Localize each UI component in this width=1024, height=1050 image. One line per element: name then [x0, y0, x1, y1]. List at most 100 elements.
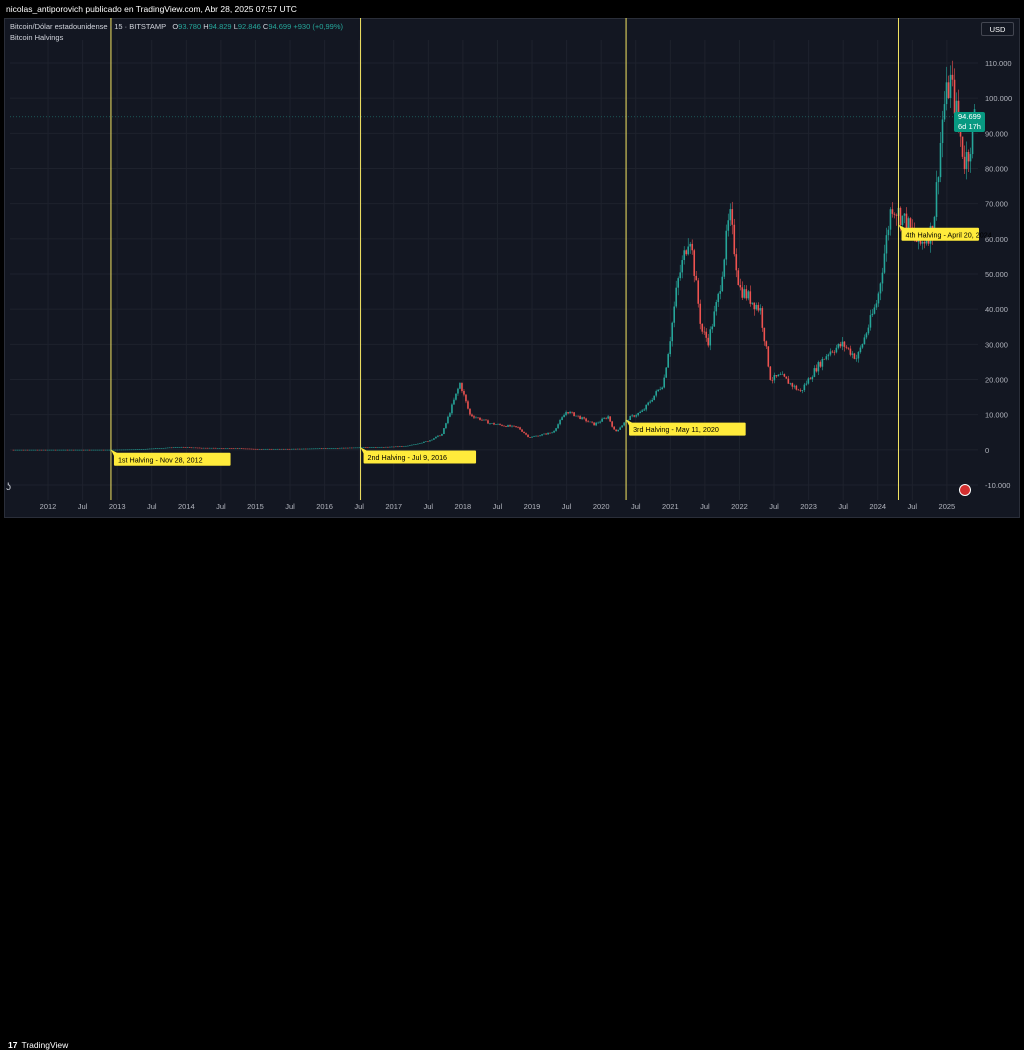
candle-body: [657, 389, 659, 392]
candle-body: [457, 388, 459, 394]
candle-body: [527, 434, 529, 438]
candle-body: [68, 449, 71, 451]
candle-body: [140, 449, 143, 450]
candle-body: [521, 429, 523, 432]
candle-body: [308, 448, 311, 450]
candle-body: [713, 311, 716, 327]
candle-body: [489, 423, 491, 424]
x-tick-label: 2019: [524, 502, 541, 511]
candle-body: [593, 422, 595, 426]
candle-body: [579, 416, 581, 419]
candle-body: [317, 448, 319, 450]
candle-body: [529, 437, 531, 438]
candle-body: [507, 425, 509, 427]
y-tick-label: 0: [985, 446, 989, 455]
candle-body: [673, 306, 676, 323]
candle-body: [397, 446, 399, 448]
candle-body: [833, 352, 836, 353]
chart-frame[interactable]: [4, 18, 1020, 518]
candle-body: [693, 250, 696, 276]
candle-body: [755, 304, 758, 310]
candle-body: [88, 449, 91, 451]
candle-body: [353, 447, 355, 449]
candle-body: [611, 421, 613, 427]
candle-body: [240, 448, 243, 449]
candle-body: [941, 119, 944, 143]
candle-body: [222, 448, 225, 449]
candle-body: [759, 308, 762, 311]
candle-body: [949, 74, 952, 99]
candle-body: [679, 272, 682, 279]
candle-body: [885, 235, 888, 254]
candle-body: [563, 414, 565, 418]
candle-body: [531, 436, 533, 438]
candle-body: [503, 425, 505, 427]
low-label: L: [233, 22, 238, 31]
candle-body: [429, 440, 431, 442]
candle-body: [773, 375, 776, 381]
candle-body: [943, 104, 946, 120]
indicator-legend[interactable]: Bitcoin Halvings: [10, 33, 64, 42]
candle-body: [12, 449, 15, 451]
candle-body: [252, 448, 255, 450]
halving-label: 3rd Halving - May 11, 2020: [626, 419, 746, 436]
candle-body: [743, 289, 746, 298]
candle-body: [42, 449, 45, 451]
candle-body: [405, 445, 407, 447]
candle-body: [184, 447, 187, 448]
candle-body: [483, 419, 485, 421]
candle-body: [22, 449, 25, 451]
candle-body: [371, 447, 373, 448]
candle-body: [471, 414, 473, 417]
candle-body: [399, 446, 401, 447]
y-tick-label: 100.000: [985, 94, 1012, 103]
candle-body: [286, 448, 289, 450]
candle-body: [655, 391, 657, 396]
candle-body: [573, 412, 575, 417]
y-tick-label: 110.000: [985, 59, 1012, 68]
candle-body: [30, 449, 33, 451]
candle-body: [445, 423, 447, 429]
candle-body: [76, 449, 79, 451]
candle-body: [825, 356, 828, 360]
candle-body: [945, 82, 948, 105]
x-tick-label: 2024: [869, 502, 886, 511]
x-tick-label: 2023: [800, 502, 817, 511]
candle-body: [633, 415, 635, 417]
candle-body: [52, 449, 55, 451]
candle-body: [725, 230, 728, 260]
candle-body: [835, 347, 838, 353]
x-tick-label: Jul: [562, 502, 572, 511]
halving-label-pointer: [360, 447, 367, 454]
candle-body: [18, 449, 21, 451]
candle-body: [779, 374, 782, 376]
candle-body: [751, 302, 754, 304]
candle-body: [895, 214, 898, 216]
candle-body: [963, 156, 966, 170]
candle-body: [753, 302, 756, 310]
candle-body: [961, 136, 964, 157]
chart-canvas[interactable]: 110.000 100.000 90.000 80.000 70.000 60.000 50…: [0, 0, 1024, 537]
currency-button[interactable]: USD: [981, 22, 1014, 36]
candle-body: [871, 313, 874, 316]
candle-body: [296, 448, 299, 450]
candle-body: [799, 390, 802, 391]
candle-body: [282, 448, 285, 450]
candle-body: [907, 218, 910, 231]
y-tick-label: 60.000: [985, 235, 1008, 244]
x-tick-label: 2012: [40, 502, 57, 511]
candle-body: [393, 446, 395, 448]
candle-body: [819, 362, 822, 367]
candle-body: [921, 241, 924, 244]
candle-body: [745, 289, 748, 299]
candle-body: [343, 447, 345, 449]
candle-body: [248, 448, 251, 450]
candle-body: [439, 435, 441, 437]
drawing-tool-icon[interactable]: ʖ: [6, 482, 11, 493]
candle-body: [837, 343, 840, 348]
candle-body: [46, 449, 49, 451]
event-flag-icon[interactable]: [959, 484, 971, 496]
candle-body: [118, 449, 121, 451]
candle-body: [56, 449, 59, 451]
candle-body: [260, 448, 263, 450]
